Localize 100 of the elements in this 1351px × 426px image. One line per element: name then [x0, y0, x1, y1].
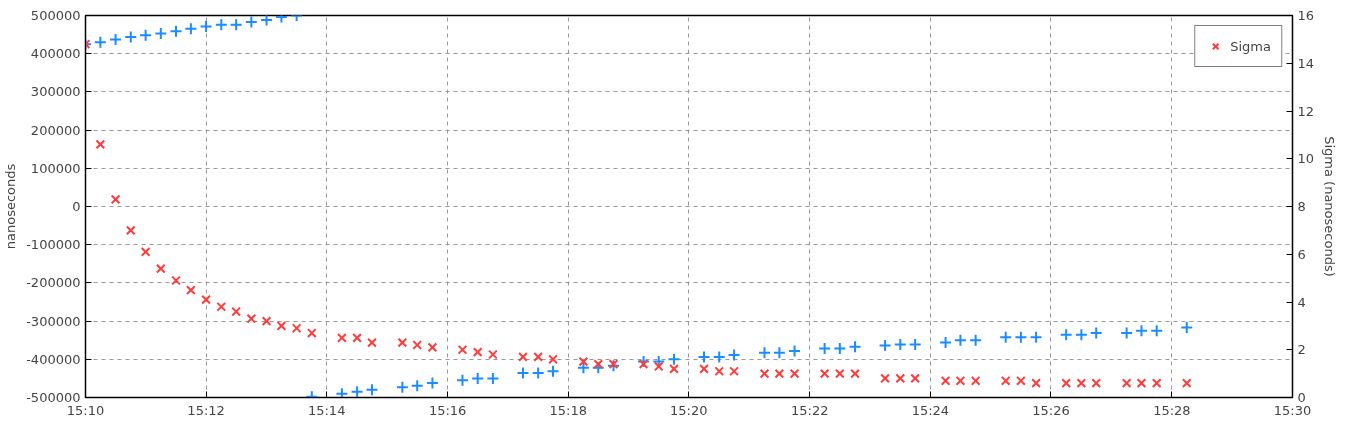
y-tick-label: -200000	[26, 275, 81, 291]
point	[488, 349, 498, 360]
point	[1134, 324, 1148, 338]
point	[546, 364, 560, 378]
point	[893, 337, 907, 351]
point	[216, 301, 227, 312]
point	[576, 361, 590, 375]
point	[486, 371, 500, 385]
point	[1150, 324, 1164, 338]
point	[939, 335, 953, 349]
point	[774, 368, 785, 379]
point	[201, 294, 211, 305]
point	[910, 373, 921, 384]
point	[425, 376, 439, 390]
point	[457, 344, 468, 355]
x-tick-label: 15:24	[911, 402, 950, 418]
y-axis-title: nanoseconds	[3, 163, 19, 250]
y2-tick-label: 0	[1297, 390, 1306, 405]
point	[1181, 378, 1192, 389]
point	[244, 15, 258, 29]
point	[788, 344, 802, 358]
x-tick-label: 15:14	[307, 402, 346, 418]
point	[548, 354, 558, 365]
point	[758, 346, 772, 360]
point	[531, 366, 545, 380]
point	[818, 342, 832, 356]
point	[772, 346, 786, 360]
point	[412, 340, 423, 350]
point	[653, 361, 664, 372]
point	[608, 359, 619, 369]
x-tick-label: 15:20	[670, 402, 708, 418]
point	[789, 368, 800, 379]
point	[261, 316, 272, 326]
point	[908, 337, 922, 351]
point	[727, 348, 741, 362]
point	[337, 332, 347, 343]
point	[109, 33, 123, 47]
y-tick-label: 100000	[30, 160, 81, 176]
point	[667, 352, 681, 366]
point	[637, 355, 651, 369]
point	[880, 373, 890, 384]
point	[410, 379, 424, 393]
point	[970, 375, 981, 386]
x-tick-label: 15:18	[549, 402, 587, 418]
point	[953, 333, 967, 347]
y-tick-label: -500000	[26, 390, 81, 405]
point	[93, 35, 107, 49]
point	[833, 342, 847, 356]
y2-tick-label: 8	[1297, 199, 1306, 214]
y-tick-label: 0	[72, 199, 81, 214]
point	[231, 306, 242, 317]
point	[1091, 378, 1102, 389]
point	[472, 347, 483, 358]
y-tick-label: -100000	[26, 237, 81, 253]
point	[1121, 378, 1132, 389]
point	[229, 18, 243, 32]
y2-tick-label: 2	[1297, 342, 1306, 358]
point	[471, 371, 485, 385]
point	[365, 383, 379, 397]
x-tick-label: 15:26	[1032, 402, 1070, 418]
y2-tick-label: 10	[1297, 151, 1315, 167]
point	[1016, 375, 1026, 386]
point	[1151, 378, 1162, 389]
point	[124, 30, 138, 44]
x-tick-label: 15:12	[187, 402, 225, 418]
point	[699, 363, 709, 374]
point	[1089, 326, 1103, 340]
point	[1059, 328, 1073, 342]
point	[1029, 330, 1043, 344]
point	[638, 359, 649, 369]
x-tick-label: 15:16	[428, 402, 467, 418]
point	[139, 28, 153, 42]
y-tick-label: 500000	[30, 8, 81, 23]
point	[848, 340, 862, 354]
point	[697, 350, 711, 364]
point	[712, 350, 726, 364]
point	[714, 366, 725, 377]
point	[606, 359, 620, 373]
y-tick-label: 200000	[30, 122, 81, 138]
point	[306, 328, 317, 338]
point	[140, 246, 151, 257]
point	[969, 333, 983, 347]
point	[578, 356, 589, 367]
x-tick-label: 15:30	[1273, 402, 1312, 418]
point	[999, 330, 1013, 344]
x-tick-label: 15:10	[66, 402, 105, 418]
y2-tick-label: 14	[1297, 55, 1315, 71]
point	[185, 285, 196, 295]
y2-tick-label: 16	[1297, 8, 1315, 23]
point	[819, 368, 830, 379]
point	[1031, 378, 1041, 389]
point	[335, 387, 349, 398]
y2-tick-label: 4	[1297, 294, 1306, 310]
point	[397, 337, 408, 348]
point	[169, 24, 183, 38]
y-tick-label: -400000	[26, 351, 81, 367]
point	[171, 275, 181, 286]
point	[895, 373, 906, 384]
point	[110, 194, 121, 205]
point	[850, 368, 860, 379]
